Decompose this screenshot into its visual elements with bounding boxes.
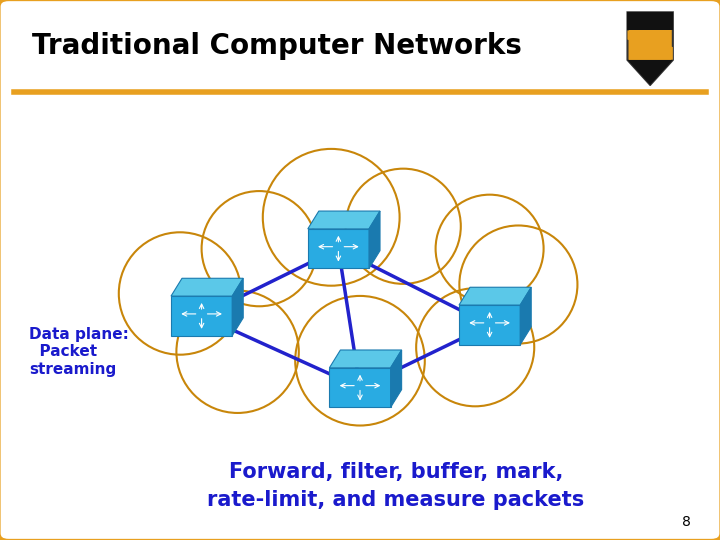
Ellipse shape <box>176 291 299 413</box>
Ellipse shape <box>459 226 577 343</box>
Text: Forward, filter, buffer, mark,
rate-limit, and measure packets: Forward, filter, buffer, mark, rate-limi… <box>207 462 585 510</box>
FancyBboxPatch shape <box>459 305 521 345</box>
FancyBboxPatch shape <box>171 296 232 336</box>
Ellipse shape <box>263 149 400 286</box>
Polygon shape <box>232 278 243 336</box>
Polygon shape <box>308 211 380 229</box>
Text: 8: 8 <box>683 515 691 529</box>
Polygon shape <box>628 30 672 60</box>
Polygon shape <box>628 60 672 85</box>
Polygon shape <box>628 12 672 85</box>
Polygon shape <box>459 287 531 305</box>
FancyBboxPatch shape <box>308 229 369 268</box>
Text: Traditional Computer Networks: Traditional Computer Networks <box>32 32 522 60</box>
Polygon shape <box>521 287 531 345</box>
Polygon shape <box>369 211 380 268</box>
Ellipse shape <box>202 191 317 306</box>
Ellipse shape <box>416 288 534 406</box>
Ellipse shape <box>180 181 540 397</box>
Polygon shape <box>390 350 402 407</box>
Ellipse shape <box>436 195 544 302</box>
Ellipse shape <box>209 278 511 408</box>
Ellipse shape <box>119 232 241 355</box>
Polygon shape <box>330 350 402 368</box>
Text: Data plane:
  Packet
streaming: Data plane: Packet streaming <box>29 327 129 377</box>
Ellipse shape <box>346 168 461 284</box>
Bar <box>628 12 673 30</box>
Polygon shape <box>171 278 243 296</box>
FancyBboxPatch shape <box>330 368 390 407</box>
Ellipse shape <box>295 296 425 426</box>
